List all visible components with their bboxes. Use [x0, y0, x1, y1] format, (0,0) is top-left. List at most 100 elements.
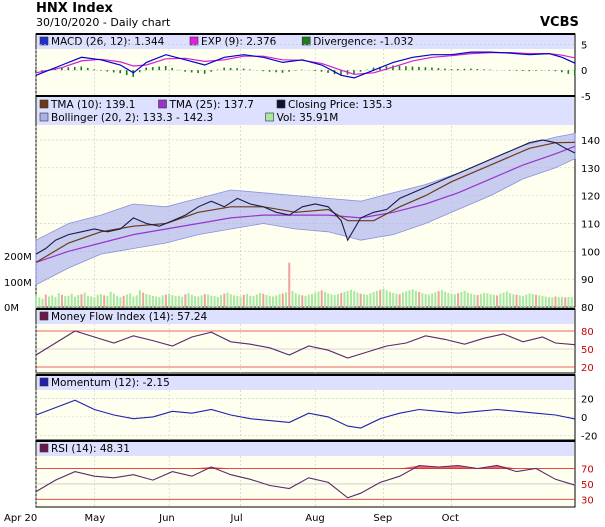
momentum-legend-entry-0: Momentum (12): -2.15: [51, 377, 170, 389]
volume-bar: [116, 295, 119, 307]
volume-bar: [366, 294, 369, 307]
divergence-bar: [210, 70, 212, 72]
macd-legend-entry-2: Divergence: -1.032: [313, 36, 414, 48]
volume-bar: [466, 292, 469, 307]
divergence-bar: [249, 69, 251, 71]
divergence-bar: [444, 68, 446, 71]
divergence-bar: [450, 69, 453, 71]
volume-bar: [51, 295, 54, 307]
divergence-bar: [366, 69, 368, 71]
volume-bar: [158, 297, 161, 307]
mfi-tick-label: 50: [581, 345, 594, 356]
volume-bar: [362, 294, 365, 307]
volume-bar: [369, 293, 372, 307]
divergence-bar: [119, 70, 122, 74]
divergence-bar: [171, 67, 173, 71]
divergence-bar: [340, 70, 342, 76]
volume-bar: [304, 295, 307, 307]
volume-bar: [220, 295, 223, 307]
volume-bar: [60, 294, 63, 307]
divergence-bar: [216, 69, 219, 71]
divergence-bar: [359, 70, 362, 72]
x-tick-label: Aug: [305, 513, 325, 524]
divergence-bar: [457, 68, 459, 71]
tma25-line: [35, 145, 576, 263]
volume-bar: [473, 294, 476, 307]
volume-bar: [155, 296, 158, 307]
volume-bar: [346, 290, 349, 307]
divergence-bar: [314, 70, 316, 72]
volume-bar: [168, 293, 171, 307]
divergence-bar: [294, 70, 297, 71]
volume-bar: [132, 296, 135, 307]
volume-bar: [99, 293, 102, 307]
volume-bar: [561, 296, 564, 307]
volume-bar: [375, 290, 378, 307]
momentum-tick-label: 20: [581, 394, 594, 405]
volume-bar: [86, 295, 89, 307]
divergence-bar: [125, 70, 128, 76]
divergence-bar: [262, 70, 264, 72]
volume-bar: [431, 293, 434, 307]
macd-legend-swatch-2: [301, 36, 311, 46]
price-legend-row1-entry-0: TMA (10): 139.1: [50, 99, 135, 111]
bollinger-band: [35, 133, 576, 286]
volume-bar: [492, 294, 495, 307]
volume-bar: [265, 295, 268, 307]
volume-bar: [307, 294, 310, 307]
volume-bar: [177, 295, 180, 307]
price-legend-row2-swatch-1: [265, 112, 274, 122]
volume-bar: [77, 295, 80, 307]
volume-bar: [535, 294, 538, 307]
divergence-bar: [242, 68, 245, 71]
divergence-bar: [424, 67, 427, 71]
volume-bar: [385, 290, 388, 307]
divergence-bar: [528, 70, 531, 72]
divergence-bar: [385, 66, 388, 71]
volume-bar: [463, 290, 466, 307]
volume-bar: [187, 293, 190, 307]
macd-tick-label: -5: [581, 92, 591, 103]
rsi-tick-label: 30: [581, 495, 594, 506]
macd-legend-entry-1: EXP (9): 2.376: [201, 36, 277, 48]
volume-bar: [554, 296, 557, 307]
price-panel-legend-bg: [37, 97, 574, 125]
volume-bar: [502, 292, 505, 307]
volume-bar: [119, 297, 122, 307]
volume-bar: [80, 294, 83, 307]
x-tick-label: Jul: [230, 513, 243, 524]
divergence-bar: [164, 66, 167, 71]
brand-label: VCBS: [540, 15, 579, 30]
price-legend-row1-swatch-0: [39, 99, 49, 109]
divergence-bar: [112, 70, 115, 73]
volume-bar: [379, 289, 382, 307]
divergence-bar: [158, 66, 160, 71]
volume-bar: [164, 294, 167, 307]
divergence-bar: [567, 70, 570, 74]
volume-bar: [444, 291, 447, 307]
volume-bar: [174, 296, 177, 307]
volume-bar: [93, 297, 96, 307]
volume-bar: [278, 294, 281, 307]
divergence-bar: [392, 65, 394, 71]
volume-bar: [138, 290, 141, 307]
divergence-bar: [275, 70, 277, 73]
volume-bar: [194, 295, 197, 307]
divergence-bar: [138, 70, 141, 73]
price-legend-row1-entry-2: Closing Price: 135.3: [288, 99, 392, 111]
price-tick-label: 90: [581, 275, 594, 286]
volume-bar: [171, 295, 174, 307]
volume-bar: [509, 293, 512, 307]
divergence-bar: [398, 65, 401, 71]
volume-bar: [538, 295, 541, 307]
volume-bar: [190, 294, 193, 307]
volume-bar: [272, 296, 275, 307]
volume-bar: [73, 296, 76, 307]
divergence-bar: [93, 69, 96, 71]
divergence-bar: [509, 70, 511, 71]
divergence-bar: [229, 67, 232, 71]
volume-bar: [388, 291, 391, 307]
volume-bar: [551, 297, 554, 307]
volume-bar: [125, 294, 128, 307]
volume-bar: [210, 295, 213, 307]
